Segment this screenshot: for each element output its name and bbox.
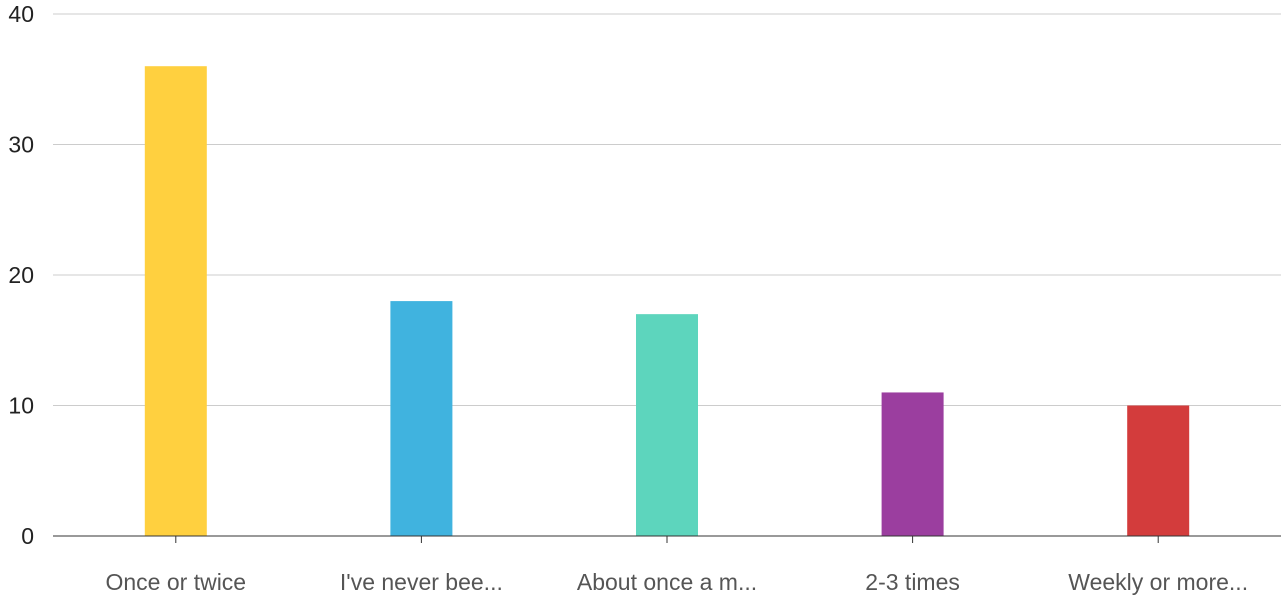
bar — [144, 66, 207, 536]
y-axis-tick-labels: 0 10 20 30 40 — [8, 1, 34, 549]
y-tick-label: 0 — [21, 523, 34, 549]
x-category-label: I've never bee... — [340, 569, 503, 595]
bar — [1127, 405, 1190, 536]
x-category-label: Once or twice — [105, 569, 246, 595]
x-category-label: Weekly or more... — [1068, 569, 1248, 595]
bar — [390, 301, 453, 536]
x-category-label: 2-3 times — [865, 569, 960, 595]
x-axis-category-labels: Once or twice I've never bee... About once… — [105, 569, 1248, 595]
x-axis — [53, 535, 1281, 543]
bar — [636, 314, 698, 536]
bar — [881, 392, 944, 536]
y-tick-label: 20 — [8, 262, 34, 288]
bars — [144, 66, 1190, 536]
y-tick-label: 10 — [8, 393, 34, 419]
x-category-label: About once a m... — [577, 569, 757, 595]
y-tick-label: 30 — [8, 132, 34, 158]
y-tick-label: 40 — [8, 1, 34, 27]
